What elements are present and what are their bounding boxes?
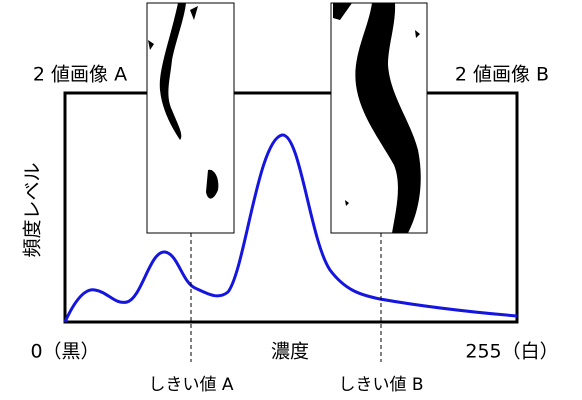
label: 2 値画像 A (33, 64, 127, 86)
label: 2 値画像 B (455, 64, 549, 86)
axis-label: 濃度 (271, 341, 309, 363)
axis-label: 255（白） (465, 341, 558, 363)
histogram-curve (65, 135, 517, 322)
axis-label: 0（黒） (30, 341, 99, 363)
threshold-label: しきい値 A (148, 375, 233, 395)
threshold-label: しきい値 B (338, 375, 423, 395)
image-b (331, 3, 427, 233)
diagram: 2 値画像 A 2 値画像 B 頻度レベル 0（黒） 濃度 255（白） しきい… (0, 0, 582, 400)
axis-label: 頻度レベル (22, 162, 44, 257)
frame (65, 93, 517, 322)
image-a (147, 3, 234, 233)
